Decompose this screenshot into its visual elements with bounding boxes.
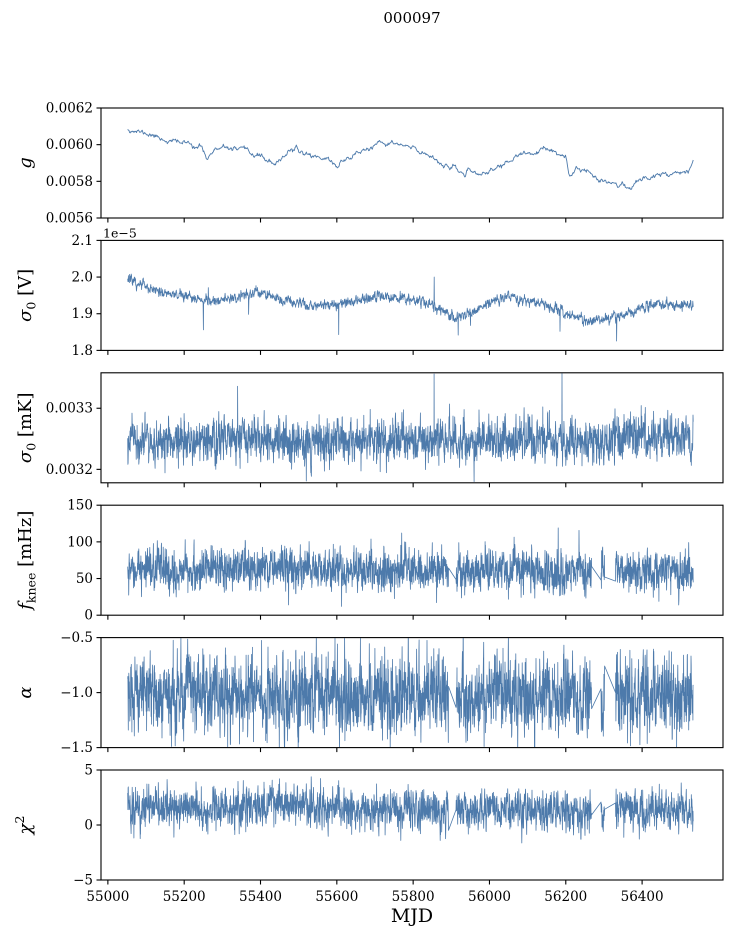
y-tick-label: 0.0060	[46, 137, 93, 153]
axes-frame	[100, 769, 724, 881]
axes-frame	[100, 372, 724, 484]
y-axis-label-fknee: fknee​ [mHz]	[15, 511, 39, 612]
x-tick-label: 55000	[86, 889, 129, 905]
y-axis-label-gain: g	[15, 157, 36, 169]
x-tick-label: 55200	[163, 889, 206, 905]
y-tick-label: 2.0	[72, 270, 93, 286]
y-tick-label: 100	[67, 534, 93, 550]
y-tick-label: 150	[67, 498, 93, 514]
series-line-alpha	[127, 638, 694, 748]
series-line-chi2	[127, 776, 694, 844]
y-tick-label: 50	[76, 571, 93, 587]
subplot-fknee: 0 50 100 150 fknee​ [mHz]	[15, 498, 724, 624]
y-axis-label-sigma0-mk: σ0​ [mK]	[15, 393, 39, 464]
y-axis-label-chi2: χ2​	[12, 816, 36, 837]
y-axis-offset-text: 1e−5	[103, 225, 137, 240]
axes-frame	[100, 504, 724, 616]
y-axis-label-alpha: α	[15, 687, 36, 699]
y-tick-label: 0.0062	[46, 101, 93, 117]
y-tick-label: 0.0056	[46, 211, 93, 227]
x-tick-label: 55400	[239, 889, 282, 905]
y-tick-label: 0.0033	[46, 401, 93, 417]
axes-frame	[100, 107, 724, 219]
series-line-sigma0-mk	[127, 373, 694, 482]
x-tick-label: 55600	[315, 889, 358, 905]
y-tick-label: 5	[84, 763, 93, 779]
y-tick-label: 0.0058	[46, 174, 93, 190]
subplot-sigma0-volt: 1.8 1.9 2.0 2.1 1e−5 σ0​ [V]	[15, 225, 724, 359]
series-line-fknee	[127, 527, 694, 607]
subplot-alpha: −1.5 −1.0 −0.5 α	[15, 630, 724, 756]
subplot-gain: 0.0056 0.0058 0.0060 0.0062 g	[15, 101, 724, 227]
y-tick-label: 0	[84, 608, 93, 624]
series-line-gain	[127, 129, 694, 190]
axes-frame	[100, 239, 724, 351]
series-line-sigma0-volt	[127, 273, 694, 342]
x-axis-label: MJD	[390, 905, 434, 927]
x-tick-label: 56400	[621, 889, 664, 905]
y-tick-label: −5	[73, 873, 93, 889]
x-tick-label: 56200	[544, 889, 587, 905]
y-tick-label: −1.0	[60, 685, 93, 701]
y-axis-label-sigma0-volt: σ0​ [V]	[15, 269, 39, 322]
y-tick-label: 1.9	[72, 306, 93, 322]
y-tick-label: 1.8	[72, 343, 93, 359]
subplot-chi2: −5 0 5 55000 55200 55400 55600 55800 56000 56200 5…	[12, 763, 724, 905]
y-tick-label: −1.5	[60, 740, 93, 756]
x-tick-label: 55800	[392, 889, 435, 905]
y-tick-label: 0	[84, 818, 93, 834]
subplot-sigma0-mk: 0.0032 0.0033 σ0​ [mK]	[15, 372, 724, 488]
y-tick-label: −0.5	[60, 630, 93, 646]
y-tick-label: 0.0032	[46, 462, 93, 478]
x-tick-label: 56000	[468, 889, 511, 905]
figure-title: 000097	[383, 9, 441, 27]
y-tick-label: 2.1	[72, 233, 93, 249]
